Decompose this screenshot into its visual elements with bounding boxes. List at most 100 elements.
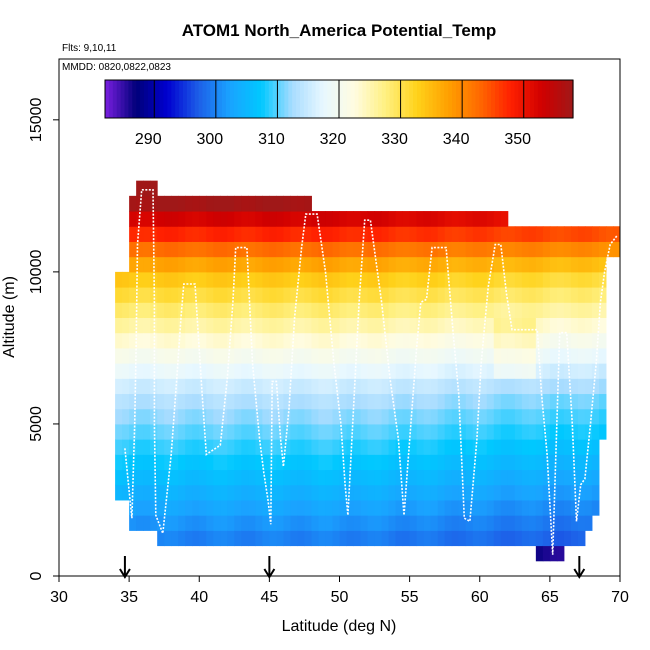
heatmap-cell	[262, 241, 270, 258]
heatmap-cell	[570, 271, 579, 288]
heatmap-cell	[164, 332, 172, 349]
colorbar-segment	[506, 80, 512, 118]
heatmap-cell	[311, 454, 319, 471]
heatmap-cell	[500, 499, 509, 516]
heatmap-cell	[353, 499, 362, 516]
heatmap-cell	[465, 363, 474, 379]
heatmap-cell	[374, 393, 383, 410]
heatmap-cell	[248, 271, 256, 288]
heatmap-cell	[339, 363, 348, 379]
heatmap-cell	[304, 195, 312, 212]
heatmap-cell	[283, 226, 291, 242]
heatmap-cell	[304, 241, 312, 258]
heatmap-cell	[318, 423, 326, 440]
colorbar-segment	[530, 80, 535, 118]
heatmap-cell	[598, 287, 607, 303]
heatmap-cell	[206, 302, 214, 318]
heatmap-cell	[143, 241, 151, 258]
heatmap-cell	[479, 256, 488, 273]
heatmap-cell	[276, 317, 284, 334]
heatmap-cell	[514, 241, 523, 258]
heatmap-cell	[220, 484, 228, 501]
heatmap-cell	[290, 439, 298, 455]
heatmap-cell	[185, 484, 193, 501]
heatmap-cell	[367, 287, 376, 303]
heatmap-cell	[276, 393, 284, 410]
heatmap-cell	[311, 363, 319, 379]
heatmap-cell	[220, 469, 228, 486]
heatmap-cell	[360, 271, 369, 288]
heatmap-cell	[234, 454, 242, 471]
heatmap-cell	[353, 211, 362, 227]
heatmap-cell	[423, 408, 432, 425]
heatmap-cell	[556, 317, 565, 334]
heatmap-cell	[192, 287, 200, 303]
heatmap-cell	[430, 332, 439, 349]
heatmap-cell	[220, 317, 228, 334]
heatmap-cell	[311, 469, 319, 486]
heatmap-cell	[185, 332, 193, 349]
heatmap-cell	[409, 317, 418, 334]
heatmap-cell	[234, 499, 242, 516]
heatmap-cell	[220, 530, 228, 547]
heatmap-cell	[493, 499, 502, 516]
heatmap-cell	[311, 271, 319, 288]
heatmap-cell	[388, 469, 397, 486]
heatmap-cell	[206, 484, 214, 501]
heatmap-cell	[444, 484, 453, 501]
heatmap-cell	[535, 271, 544, 288]
heatmap-cell	[150, 393, 158, 410]
heatmap-cell	[178, 484, 186, 501]
heatmap-cell	[213, 530, 221, 547]
heatmap-cell	[269, 226, 277, 242]
heatmap-cell	[402, 499, 411, 516]
colorbar-segment	[116, 80, 122, 118]
heatmap-cell	[213, 439, 221, 455]
heatmap-cell	[542, 530, 551, 547]
heatmap-cell	[269, 393, 277, 410]
heatmap-cell	[409, 408, 418, 425]
colorbar-segment	[483, 80, 488, 118]
heatmap-cell	[570, 530, 579, 547]
heatmap-cell	[171, 211, 179, 227]
heatmap-cell	[346, 484, 355, 501]
heatmap-cell	[584, 287, 593, 303]
heatmap-cell	[227, 408, 235, 425]
heatmap-cell	[353, 256, 362, 273]
heatmap-cell	[528, 439, 537, 455]
heatmap-cell	[192, 332, 200, 349]
colorbar-segment	[218, 80, 223, 118]
heatmap-cell	[220, 241, 228, 258]
heatmap-cell	[318, 226, 326, 242]
heatmap-cell	[220, 226, 228, 242]
heatmap-cell	[164, 515, 172, 531]
heatmap-cell	[325, 515, 333, 531]
heatmap-cell	[430, 226, 439, 242]
heatmap-cell	[318, 211, 326, 227]
heatmap-cell	[444, 469, 453, 486]
heatmap-cell	[556, 393, 565, 410]
heatmap-cell	[304, 393, 312, 410]
heatmap-cell	[486, 515, 495, 531]
heatmap-cell	[451, 287, 460, 303]
heatmap-cell	[318, 271, 326, 288]
heatmap-cell	[563, 302, 572, 318]
heatmap-cell	[346, 530, 355, 547]
heatmap-cell	[234, 241, 242, 258]
colorbar-segment	[241, 80, 246, 118]
heatmap-cell	[598, 226, 607, 242]
heatmap-cell	[423, 454, 432, 471]
heatmap-cell	[346, 271, 355, 288]
heatmap-cell	[164, 484, 172, 501]
heatmap-cell	[199, 423, 207, 440]
colorbar-segment	[280, 80, 285, 118]
colorbar-segment	[549, 80, 555, 118]
heatmap-cell	[542, 454, 551, 471]
heatmap-cell	[262, 378, 270, 395]
heatmap-cell	[577, 469, 586, 486]
heatmap-cell	[451, 226, 460, 242]
heatmap-cell	[283, 515, 291, 531]
heatmap-cell	[437, 317, 446, 334]
heatmap-cell	[220, 271, 228, 288]
heatmap-cell	[234, 469, 242, 486]
